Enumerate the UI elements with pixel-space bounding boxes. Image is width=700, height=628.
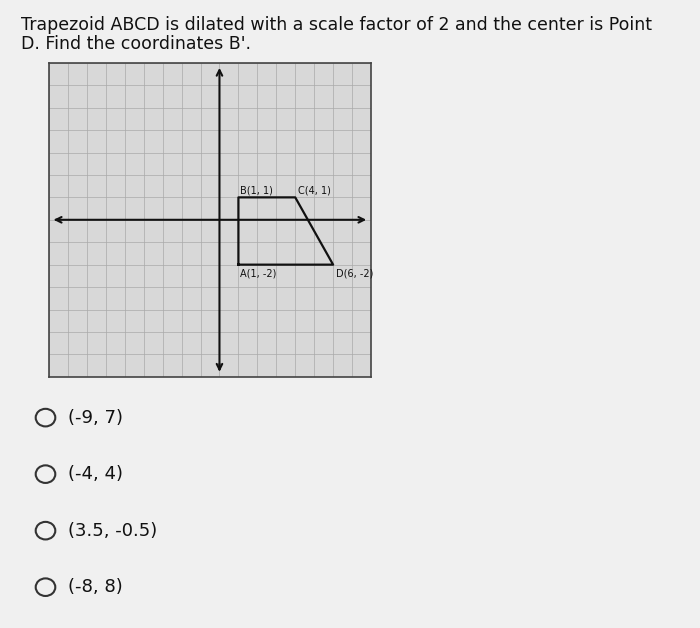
- Text: (-9, 7): (-9, 7): [68, 409, 123, 426]
- Text: (-8, 8): (-8, 8): [68, 578, 122, 596]
- Text: (3.5, -0.5): (3.5, -0.5): [68, 522, 157, 539]
- Text: D(6, -2): D(6, -2): [336, 269, 373, 279]
- Text: (-4, 4): (-4, 4): [68, 465, 123, 483]
- Text: Trapezoid ABCD is dilated with a scale factor of 2 and the center is Point: Trapezoid ABCD is dilated with a scale f…: [21, 16, 652, 34]
- Text: C(4, 1): C(4, 1): [298, 186, 331, 196]
- Text: D. Find the coordinates B'.: D. Find the coordinates B'.: [21, 35, 251, 53]
- Text: A(1, -2): A(1, -2): [240, 269, 276, 279]
- Text: B(1, 1): B(1, 1): [240, 186, 273, 196]
